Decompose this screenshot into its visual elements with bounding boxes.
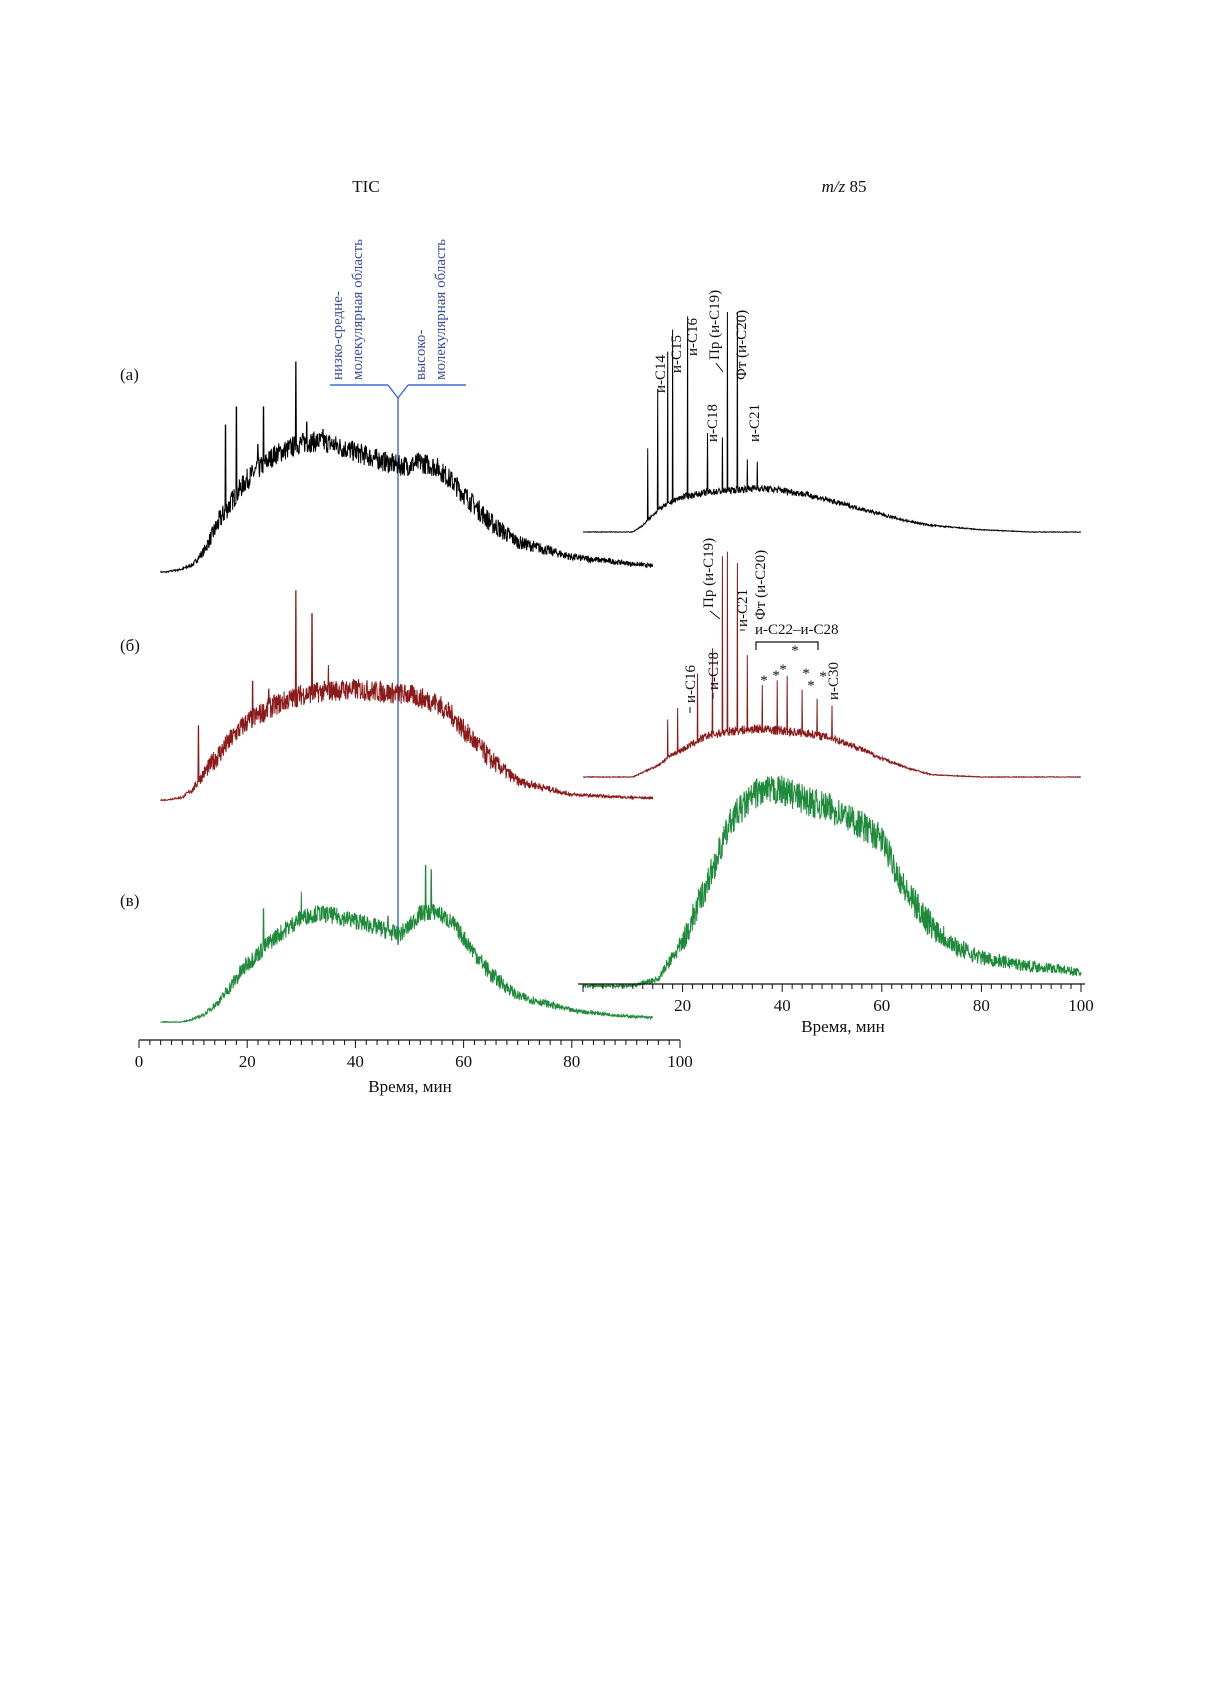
star-marker: * xyxy=(779,662,787,678)
region-high-line1: высоко- xyxy=(413,330,429,380)
region-high-label: высоко- молекулярная область xyxy=(413,239,449,380)
tic-trace-b xyxy=(160,590,654,802)
mz85-trace-b xyxy=(582,551,1082,779)
star-marker: * xyxy=(791,643,799,659)
region-high-line2: молекулярная область xyxy=(433,239,449,380)
region-low-mid-line1: низко-средне- xyxy=(330,291,346,380)
region-annotation: низко-средне- молекулярная область высок… xyxy=(330,239,466,945)
mz85-x-tick-label: 100 xyxy=(1068,996,1094,1015)
tic-x-tick-label: 80 xyxy=(563,1052,580,1071)
star-marker: * xyxy=(807,678,815,694)
peak-label-b-c21: и-C21 xyxy=(735,589,751,627)
star-marker: * xyxy=(819,669,827,685)
region-low-mid-line2: молекулярная область xyxy=(350,239,366,380)
mz85-x-tick-label: 40 xyxy=(774,996,791,1015)
mz85-trace-c xyxy=(582,775,1082,989)
panel-label-a: (а) xyxy=(120,365,139,384)
tic-x-tick-label: 40 xyxy=(347,1052,364,1071)
peak-label-b-c16: и-C16 xyxy=(683,664,699,703)
peak-label-a-c16: и-C16 xyxy=(685,317,701,356)
tic-series-group xyxy=(160,361,654,1024)
mz85-x-axis: 20 40 60 80 100 xyxy=(578,983,1094,1015)
peak-label-a-c18: и-C18 xyxy=(705,404,721,442)
peak-label-b-c22-c28: и-C22–и-C28 xyxy=(755,622,839,638)
tic-trace-c xyxy=(160,864,654,1024)
isoprenoid-star-markers: * * ***** xyxy=(760,643,827,694)
peak-label-a-pr: Пр (и-C19) xyxy=(707,290,723,360)
mz85-x-tick-label: 80 xyxy=(973,996,990,1015)
mz85-title: m/z 85 xyxy=(822,177,867,196)
tic-title: TIC xyxy=(352,177,379,196)
peak-label-b-pr: Пр (и-C19) xyxy=(701,538,717,608)
mz85-trace-a xyxy=(582,311,1082,534)
tic-x-tick-label: 20 xyxy=(239,1052,256,1071)
panel-label-c: (в) xyxy=(120,891,139,910)
region-low-mid-label: низко-средне- молекулярная область xyxy=(330,239,366,380)
tic-x-tick-label: 100 xyxy=(667,1052,693,1071)
bracket-c22-c28 xyxy=(755,641,819,650)
star-marker: * xyxy=(802,666,810,682)
peak-label-a-c15: и-C15 xyxy=(669,335,685,373)
tic-x-axis-label: Время, мин xyxy=(368,1077,451,1096)
peak-label-b-c18: и-C18 xyxy=(706,652,722,690)
peak-label-a-c21: и-C21 xyxy=(747,404,763,442)
tic-x-tick-label: 60 xyxy=(455,1052,472,1071)
peak-labels-a: и-C14 и-C15 и-C16 Пр (и-C19) Фт (и-C20) … xyxy=(653,290,763,442)
peak-label-b-c30: и-C30 xyxy=(826,662,842,700)
star-marker: * xyxy=(760,673,768,689)
peak-labels-b: и-C16 и-C18 Пр (и-C19) Фт (и-C20) и-C21 … xyxy=(683,538,842,713)
tic-trace-a xyxy=(160,361,654,574)
peak-label-a-c14: и-C14 xyxy=(653,354,669,393)
panel-label-b: (б) xyxy=(120,636,140,655)
star-marker: * xyxy=(772,668,780,684)
mz85-x-tick-label: 60 xyxy=(873,996,890,1015)
mz85-x-axis-label: Время, мин xyxy=(801,1017,884,1036)
tic-x-axis: 0 20 40 60 80 100 xyxy=(135,1039,693,1071)
peak-leader-b-pr xyxy=(709,610,721,620)
peak-label-b-ft: Фт (и-C20) xyxy=(753,550,769,620)
mz85-x-tick-label: 20 xyxy=(674,996,691,1015)
mz85-series-group xyxy=(582,311,1082,989)
tic-x-tick-label: 0 xyxy=(135,1052,144,1071)
region-bracket-notch xyxy=(387,384,409,400)
peak-label-a-ft: Фт (и-C20) xyxy=(734,310,750,380)
peak-leader-a-pr xyxy=(715,362,724,373)
